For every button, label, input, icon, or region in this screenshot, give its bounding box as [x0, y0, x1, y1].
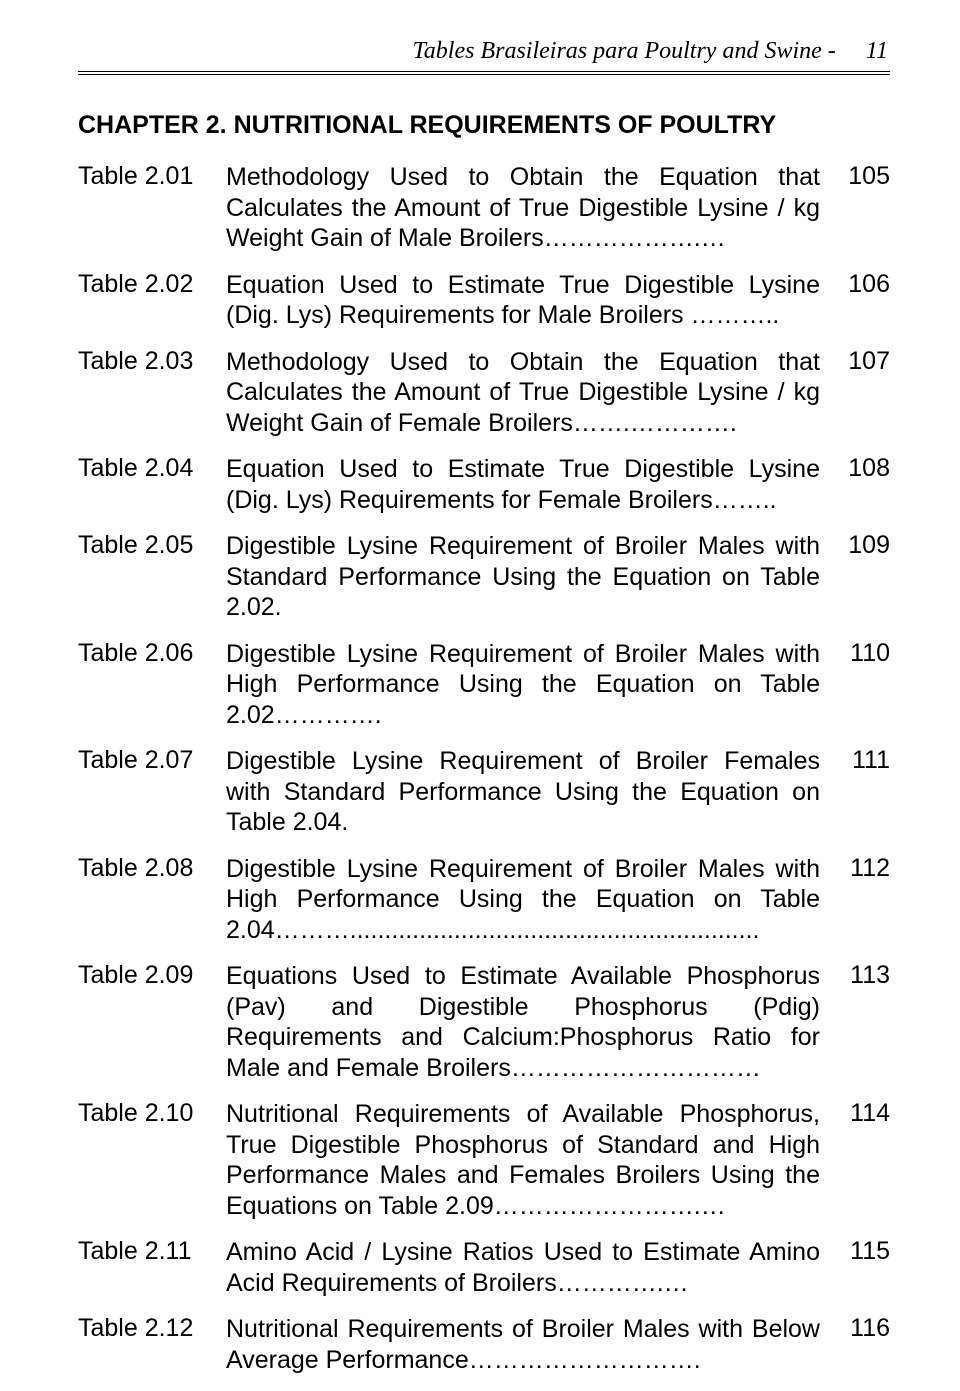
toc-page-number: 108 [830, 454, 890, 531]
toc-row: Table 2.10Nutritional Requirements of Av… [78, 1099, 890, 1237]
toc-description: Digestible Lysine Requirement of Broiler… [226, 639, 830, 747]
chapter-title: CHAPTER 2. NUTRITIONAL REQUIREMENTS OF P… [78, 111, 890, 140]
toc-row: Table 2.11Amino Acid / Lysine Ratios Use… [78, 1237, 890, 1314]
toc-description: Digestible Lysine Requirement of Broiler… [226, 531, 830, 639]
toc-label: Table 2.05 [78, 531, 226, 639]
toc-description: Equation Used to Estimate True Digestibl… [226, 454, 830, 531]
toc-label: Table 2.01 [78, 162, 226, 270]
toc-label: Table 2.09 [78, 961, 226, 1099]
toc-page-number: 110 [830, 639, 890, 747]
toc-row: Table 2.04Equation Used to Estimate True… [78, 454, 890, 531]
toc-row: Table 2.12Nutritional Requirements of Br… [78, 1314, 890, 1391]
toc-page-number: 112 [830, 854, 890, 962]
toc-page-number: 115 [830, 1237, 890, 1314]
toc-row: Table 2.05Digestible Lysine Requirement … [78, 531, 890, 639]
toc-row: Table 2.06Digestible Lysine Requirement … [78, 639, 890, 747]
toc-row: Table 2.02Equation Used to Estimate True… [78, 270, 890, 347]
header-page-number: 11 [866, 38, 888, 64]
toc-page-number: 106 [830, 270, 890, 347]
toc-label: Table 2.04 [78, 454, 226, 531]
toc-page-number: 116 [830, 1314, 890, 1391]
toc-page-number: 113 [830, 961, 890, 1099]
toc-label: Table 2.02 [78, 270, 226, 347]
toc-description: Nutritional Requirements of Available Ph… [226, 1099, 830, 1237]
toc-page-number: 105 [830, 162, 890, 270]
toc-description: Equation Used to Estimate True Digestibl… [226, 270, 830, 347]
running-title: Tables Brasileiras para Poultry and Swin… [413, 38, 836, 64]
running-header: Tables Brasileiras para Poultry and Swin… [78, 38, 890, 71]
toc-label: Table 2.10 [78, 1099, 226, 1237]
toc-page-number: 107 [830, 347, 890, 455]
toc-description: Nutritional Requirements of Broiler Male… [226, 1314, 830, 1391]
toc-description: Equations Used to Estimate Available Pho… [226, 961, 830, 1099]
toc-row: Table 2.03Methodology Used to Obtain the… [78, 347, 890, 455]
toc-row: Table 2.01Methodology Used to Obtain the… [78, 162, 890, 270]
toc-row: Table 2.09Equations Used to Estimate Ava… [78, 961, 890, 1099]
toc-description: Methodology Used to Obtain the Equation … [226, 347, 830, 455]
header-rule [78, 71, 890, 75]
toc-label: Table 2.12 [78, 1314, 226, 1391]
toc-label: Table 2.07 [78, 746, 226, 854]
toc-table: Table 2.01Methodology Used to Obtain the… [78, 162, 890, 1391]
toc-label: Table 2.08 [78, 854, 226, 962]
toc-page-number: 109 [830, 531, 890, 639]
toc-page-number: 114 [830, 1099, 890, 1237]
toc-description: Methodology Used to Obtain the Equation … [226, 162, 830, 270]
toc-page-number: 111 [830, 746, 890, 854]
toc-row: Table 2.08Digestible Lysine Requirement … [78, 854, 890, 962]
toc-row: Table 2.07Digestible Lysine Requirement … [78, 746, 890, 854]
toc-description: Amino Acid / Lysine Ratios Used to Estim… [226, 1237, 830, 1314]
toc-label: Table 2.11 [78, 1237, 226, 1314]
toc-description: Digestible Lysine Requirement of Broiler… [226, 854, 830, 962]
toc-description: Digestible Lysine Requirement of Broiler… [226, 746, 830, 854]
toc-label: Table 2.06 [78, 639, 226, 747]
toc-label: Table 2.03 [78, 347, 226, 455]
